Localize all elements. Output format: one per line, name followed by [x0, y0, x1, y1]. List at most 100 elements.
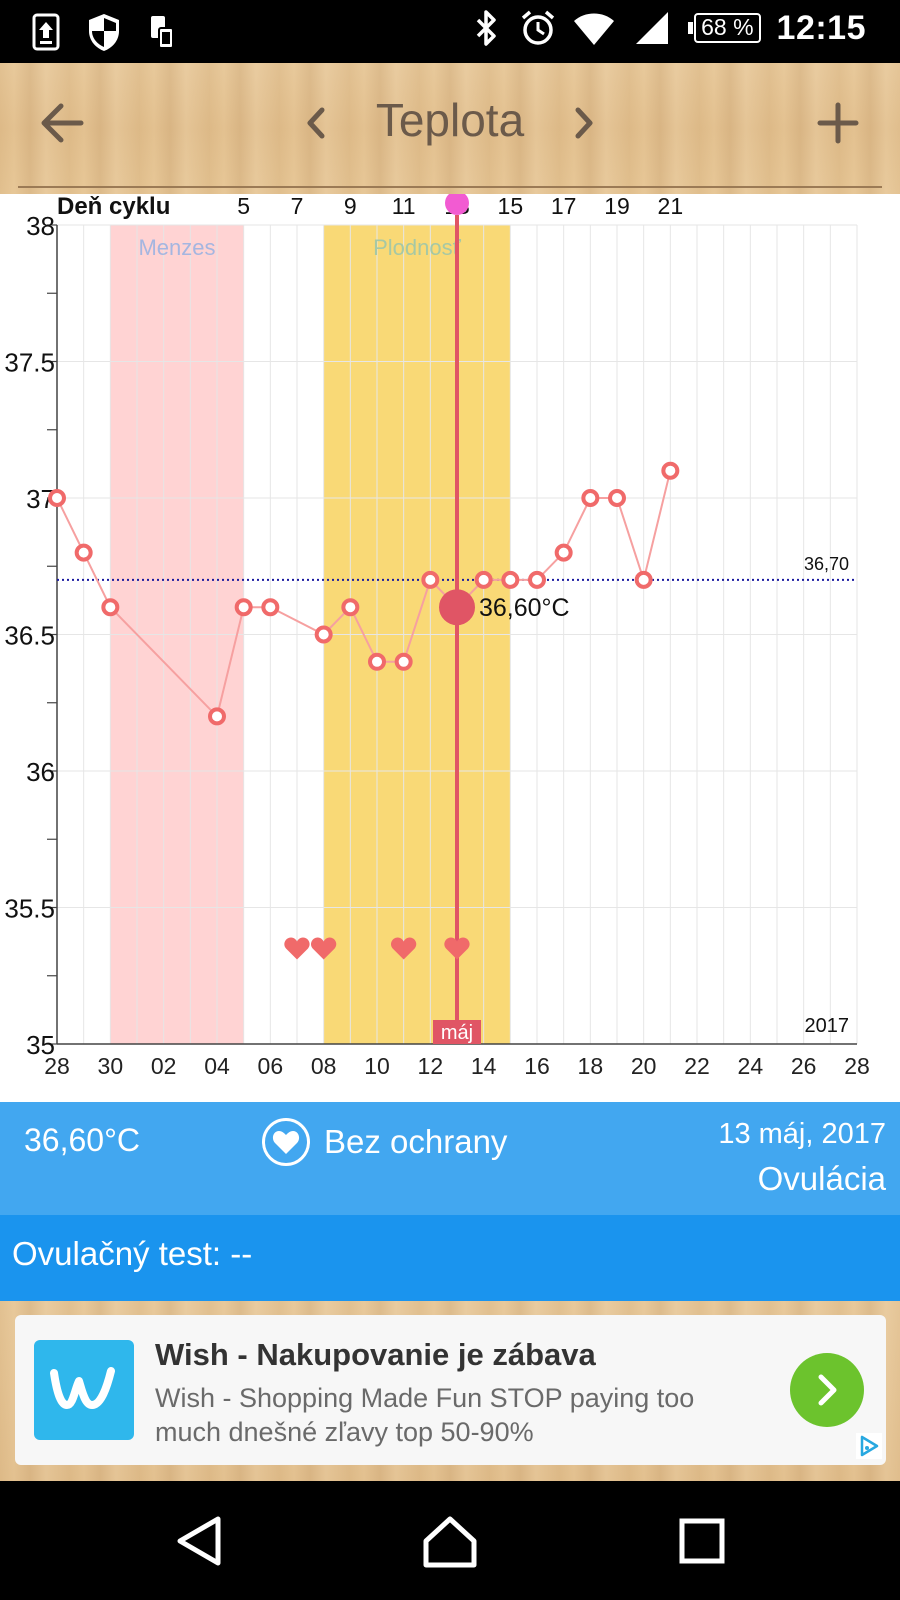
- data-point[interactable]: [608, 489, 626, 507]
- ad-go-button[interactable]: [790, 1353, 864, 1427]
- temperature-line: [56, 470, 672, 719]
- page-title: Teplota: [375, 94, 525, 146]
- data-point[interactable]: [74, 543, 93, 562]
- band-label-0: Menzes: [138, 235, 215, 260]
- home-icon[interactable]: [420, 1511, 480, 1571]
- wish-logo-mark: [50, 1367, 115, 1409]
- toolbar: Teplota: [0, 63, 900, 194]
- signal-icon: [636, 12, 669, 44]
- day-info-panel[interactable]: 36,60°C Bez ochrany 13 máj, 2017 Ovuláci…: [0, 1102, 900, 1215]
- x-tick-label: 26: [791, 1053, 817, 1079]
- y-tick-label: 35.5: [4, 894, 55, 924]
- temperature-value: 36,60°C: [24, 1122, 140, 1158]
- x-tick-label: 28: [44, 1053, 70, 1079]
- arrow-left-icon: [41, 103, 84, 143]
- y-tick-label: 36: [26, 757, 55, 787]
- data-point[interactable]: [474, 570, 493, 589]
- ovulation-test-label: Ovulačný test: --: [12, 1235, 253, 1272]
- heart-icon: [391, 937, 417, 960]
- x-tick-label: 18: [578, 1053, 604, 1079]
- adchoices-icon[interactable]: [856, 1433, 882, 1459]
- ad-banner[interactable]: Wish - Nakupovanie je zábava Wish - Shop…: [15, 1315, 886, 1465]
- data-point[interactable]: [554, 543, 573, 562]
- temperature-chart[interactable]: Menzes Plodnosť 38 37.5 37 36.5 36 35.5 35 28 30 02…: [0, 194, 900, 1102]
- shield-icon: [89, 14, 119, 51]
- phone-storage-icon: [151, 16, 174, 49]
- data-point[interactable]: [208, 707, 226, 726]
- x-tick-label: 08: [311, 1053, 337, 1079]
- x-tick-label: 20: [631, 1053, 657, 1079]
- upload-icon: [32, 13, 60, 51]
- cycle-day-tick: 7: [291, 194, 304, 219]
- chevron-left-icon: [307, 107, 325, 139]
- data-point[interactable]: [581, 489, 600, 507]
- ad-title[interactable]: Wish - Nakupovanie je zábava: [155, 1337, 596, 1372]
- data-point[interactable]: [101, 598, 120, 617]
- y-tick-label: 36.5: [4, 621, 55, 651]
- protection-status[interactable]: Bez ochrany: [262, 1118, 507, 1166]
- data-point[interactable]: [341, 598, 360, 617]
- cycle-day-axis-label: Deň cyklu: [57, 194, 170, 220]
- x-tick-label: 06: [258, 1053, 284, 1079]
- wifi-icon: [574, 13, 615, 45]
- ovulation-marker: [445, 194, 469, 215]
- bluetooth-icon: [476, 10, 496, 46]
- data-point[interactable]: [48, 489, 66, 507]
- data-point[interactable]: [661, 461, 680, 480]
- prev-button[interactable]: [296, 98, 336, 148]
- cycle-day-tick: 5: [237, 194, 250, 219]
- x-tick-label: 12: [418, 1053, 444, 1079]
- ad-container: Wish - Nakupovanie je zábava Wish - Shop…: [0, 1301, 900, 1481]
- heart-icon: [272, 1131, 300, 1154]
- y-tick-label: 35: [26, 1030, 55, 1060]
- navigation-bar: [0, 1481, 900, 1600]
- data-point[interactable]: [234, 598, 253, 617]
- x-tick-label: 24: [738, 1053, 764, 1079]
- data-point[interactable]: [634, 570, 653, 589]
- add-button[interactable]: [806, 91, 870, 155]
- data-point[interactable]: [421, 570, 440, 589]
- cycle-day-tick: 11: [392, 194, 416, 219]
- recents-square-icon[interactable]: [672, 1511, 732, 1571]
- selected-point[interactable]: [439, 589, 475, 626]
- back-triangle-icon[interactable]: [170, 1511, 230, 1571]
- protection-icon-circle: [262, 1118, 310, 1166]
- x-tick-label: 30: [98, 1053, 124, 1079]
- data-point[interactable]: [261, 598, 280, 617]
- cycle-day-tick: 19: [604, 194, 630, 219]
- heart-icon: [284, 937, 310, 960]
- data-point[interactable]: [314, 625, 333, 644]
- protection-label: Bez ochrany: [324, 1123, 508, 1160]
- clock: 12:15: [776, 8, 866, 47]
- y-tick-label: 37.5: [4, 348, 55, 378]
- data-point[interactable]: [528, 570, 546, 589]
- plus-icon: [817, 102, 859, 144]
- heart-icon: [444, 937, 470, 960]
- alarm-icon: [521, 10, 555, 45]
- band-label-1: Plodnosť: [373, 235, 462, 260]
- battery-level: 68 %: [694, 13, 761, 43]
- chevron-right-icon: [575, 107, 593, 139]
- x-tick-label: 10: [364, 1053, 390, 1079]
- heart-icon: [311, 937, 337, 960]
- x-tick-label: 04: [204, 1053, 230, 1079]
- cycle-day-tick: 21: [658, 194, 684, 219]
- x-tick-label: 22: [684, 1053, 710, 1079]
- chevron-right-icon: [818, 1374, 837, 1406]
- wish-logo-icon[interactable]: [34, 1340, 134, 1440]
- x-tick-label: 28: [844, 1053, 870, 1079]
- cycle-day-tick: 17: [551, 194, 577, 219]
- x-tick-label: 16: [524, 1053, 550, 1079]
- coverline-label: 36,70: [804, 554, 849, 574]
- ovulation-test-row[interactable]: Ovulačný test: --: [0, 1215, 900, 1301]
- data-point[interactable]: [394, 652, 413, 671]
- toolbar-divider: [18, 186, 882, 188]
- selected-point-label: 36,60°C: [479, 594, 570, 622]
- ad-description: Wish - Shopping Made Fun STOP paying too…: [155, 1383, 695, 1447]
- data-point[interactable]: [501, 570, 520, 589]
- data-point[interactable]: [368, 652, 386, 671]
- next-button[interactable]: [564, 98, 604, 148]
- back-button[interactable]: [30, 91, 94, 155]
